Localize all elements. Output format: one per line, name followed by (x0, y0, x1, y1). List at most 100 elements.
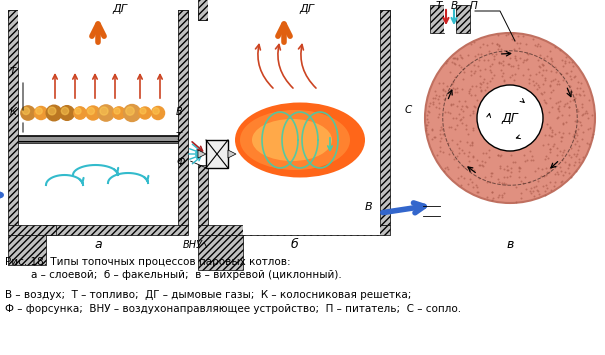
Point (550, 44, 560, 49)
Point (428, 102, 438, 107)
Point (566, 91, 575, 97)
Point (476, 162, 485, 168)
Point (467, 140, 477, 145)
Point (502, 174, 512, 179)
Point (496, 49, 506, 55)
Point (571, 168, 580, 174)
Point (545, 179, 555, 185)
Point (439, 87, 448, 93)
Point (578, 111, 588, 117)
Text: ДГ: ДГ (502, 111, 518, 125)
Point (538, 184, 548, 189)
Point (430, 95, 440, 101)
Point (551, 70, 561, 75)
Ellipse shape (252, 119, 332, 161)
Point (434, 96, 443, 102)
Text: б: б (290, 238, 298, 251)
Point (487, 51, 497, 56)
Point (570, 119, 580, 124)
Point (456, 117, 465, 122)
Point (448, 115, 458, 121)
Point (571, 91, 581, 97)
Point (554, 81, 563, 87)
Point (442, 83, 452, 88)
Point (584, 97, 594, 103)
Point (546, 61, 556, 67)
Point (451, 115, 461, 121)
Point (540, 97, 549, 102)
Point (499, 77, 509, 83)
Point (566, 98, 575, 104)
Text: ДГ: ДГ (299, 4, 314, 14)
Point (452, 89, 462, 95)
Point (528, 188, 538, 194)
Point (493, 194, 503, 200)
Point (463, 52, 473, 58)
Point (467, 142, 477, 148)
Point (448, 80, 458, 85)
Point (461, 103, 471, 109)
Point (589, 131, 598, 137)
Bar (198, 10, 390, 20)
Point (577, 104, 587, 110)
Point (457, 103, 466, 109)
Point (511, 159, 520, 165)
Point (469, 39, 479, 45)
Point (424, 131, 433, 137)
Point (557, 57, 566, 62)
Circle shape (113, 107, 125, 119)
Point (439, 168, 449, 174)
Point (505, 174, 515, 179)
Point (531, 183, 541, 189)
Point (494, 60, 504, 65)
Point (540, 188, 549, 193)
Point (499, 78, 509, 84)
Point (546, 89, 556, 95)
Polygon shape (228, 150, 236, 158)
Point (557, 71, 566, 77)
Text: Т: Т (436, 1, 442, 11)
Point (433, 114, 443, 120)
Point (497, 180, 506, 186)
Point (422, 113, 432, 118)
Point (475, 73, 485, 78)
Point (432, 152, 442, 158)
Point (508, 159, 518, 165)
Point (529, 193, 538, 199)
Point (507, 72, 517, 78)
Point (577, 101, 587, 107)
Point (449, 84, 459, 90)
Circle shape (140, 108, 146, 114)
Point (557, 178, 567, 184)
Bar (198, 225, 243, 235)
Point (485, 179, 495, 185)
Circle shape (61, 107, 69, 115)
Point (453, 164, 463, 170)
Point (508, 31, 517, 37)
Point (427, 136, 437, 142)
Point (555, 148, 565, 154)
Point (494, 42, 503, 48)
Bar (18, 0, 178, 30)
Point (575, 86, 585, 91)
Point (546, 125, 555, 131)
Point (530, 43, 540, 48)
Point (533, 58, 543, 63)
Point (516, 195, 526, 201)
Circle shape (425, 33, 595, 203)
Point (456, 53, 465, 58)
Point (509, 77, 518, 83)
Point (539, 173, 549, 179)
Point (506, 169, 516, 175)
Point (563, 165, 573, 171)
Point (583, 126, 593, 132)
Point (459, 108, 468, 114)
Point (511, 71, 520, 77)
Point (471, 92, 480, 98)
Point (464, 158, 474, 164)
Point (471, 83, 481, 89)
Point (548, 143, 558, 148)
Point (480, 76, 489, 82)
Point (424, 108, 433, 114)
Point (512, 40, 522, 46)
